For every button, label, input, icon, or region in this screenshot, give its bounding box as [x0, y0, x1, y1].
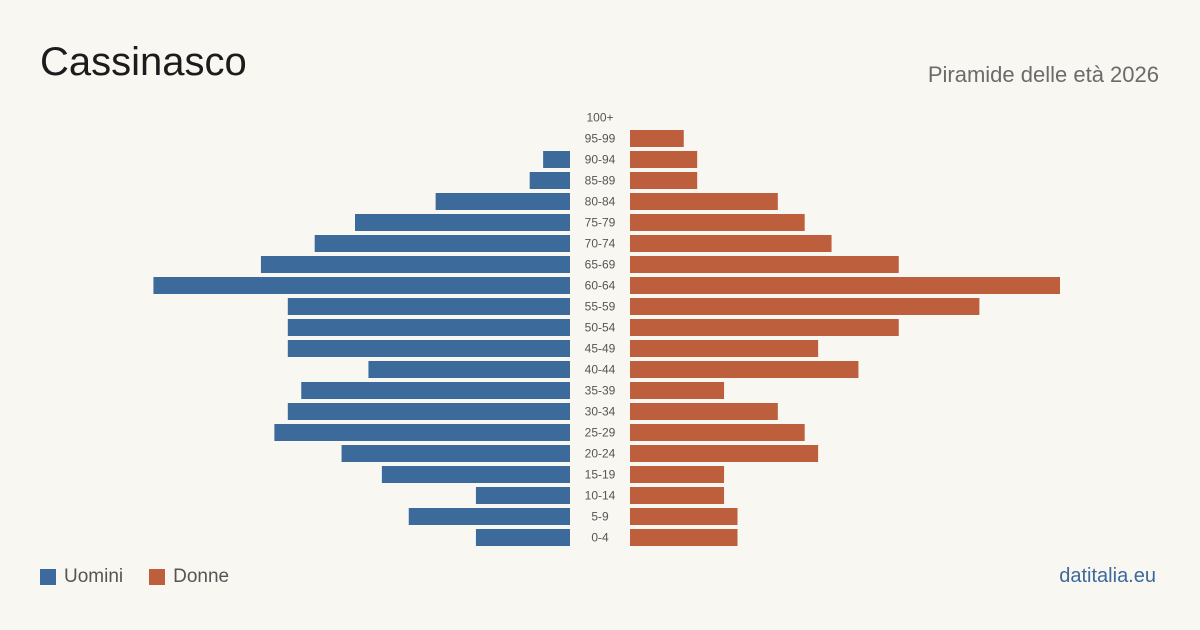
age-label: 50-54 — [585, 321, 616, 335]
bar-men — [260, 256, 570, 273]
age-label: 20-24 — [585, 447, 616, 461]
age-label: 5-9 — [591, 510, 609, 524]
bar-men — [435, 193, 570, 210]
age-label: 95-99 — [585, 132, 616, 146]
bar-men — [355, 214, 570, 231]
bar-men — [529, 172, 570, 189]
chart-title: Cassinasco — [40, 40, 247, 84]
bar-women — [630, 508, 738, 525]
legend-swatch-men — [40, 569, 56, 585]
age-label: 45-49 — [585, 342, 616, 356]
age-label: 90-94 — [585, 153, 616, 167]
age-label: 35-39 — [585, 384, 616, 398]
bar-men — [287, 298, 570, 315]
age-label: 80-84 — [585, 195, 616, 209]
age-label: 55-59 — [585, 300, 616, 314]
source-link[interactable]: datitalia.eu — [1059, 565, 1156, 587]
age-label: 10-14 — [585, 489, 616, 503]
bar-women — [630, 277, 1060, 294]
age-label: 75-79 — [585, 216, 616, 230]
bar-women — [630, 445, 819, 462]
bar-women — [630, 214, 805, 231]
bar-men — [274, 424, 570, 441]
bar-women — [630, 487, 725, 504]
bar-men — [368, 361, 570, 378]
bar-women — [630, 319, 899, 336]
bar-women — [630, 382, 725, 399]
bar-women — [630, 172, 698, 189]
bar-women — [630, 130, 684, 147]
bar-women — [630, 466, 725, 483]
bar-men — [301, 382, 570, 399]
age-label: 60-64 — [585, 279, 616, 293]
bar-women — [630, 193, 778, 210]
bar-women — [630, 529, 738, 546]
age-label: 0-4 — [591, 531, 609, 545]
bar-men — [408, 508, 570, 525]
bar-women — [630, 361, 859, 378]
age-label: 100+ — [586, 111, 613, 125]
bar-women — [630, 298, 980, 315]
bar-women — [630, 256, 899, 273]
legend: Uomini Donne — [40, 566, 245, 588]
age-label: 65-69 — [585, 258, 616, 272]
bar-men — [381, 466, 570, 483]
bar-women — [630, 403, 778, 420]
bar-men — [287, 340, 570, 357]
bar-women — [630, 235, 832, 252]
bar-men — [475, 529, 570, 546]
legend-label-men: Uomini — [64, 566, 124, 587]
bar-men — [287, 319, 570, 336]
legend-swatch-women — [149, 569, 166, 585]
bar-women — [630, 340, 819, 357]
chart-subtitle: Piramide delle età 2026 — [927, 62, 1159, 87]
age-label: 70-74 — [585, 237, 616, 251]
bar-men — [543, 151, 570, 168]
age-label: 40-44 — [585, 363, 616, 377]
age-label: 25-29 — [585, 426, 616, 440]
age-label: 15-19 — [585, 468, 616, 482]
legend-label-women: Donne — [173, 566, 230, 587]
age-label: 85-89 — [585, 174, 616, 188]
bar-men — [341, 445, 570, 462]
bar-men — [475, 487, 570, 504]
bar-men — [287, 403, 570, 420]
legend-item-women: Donne — [149, 566, 229, 588]
bar-women — [630, 151, 698, 168]
age-label: 30-34 — [585, 405, 616, 419]
bar-men — [314, 235, 570, 252]
bar-women — [630, 424, 805, 441]
bar-men — [153, 277, 570, 294]
legend-item-men: Uomini — [40, 566, 123, 588]
